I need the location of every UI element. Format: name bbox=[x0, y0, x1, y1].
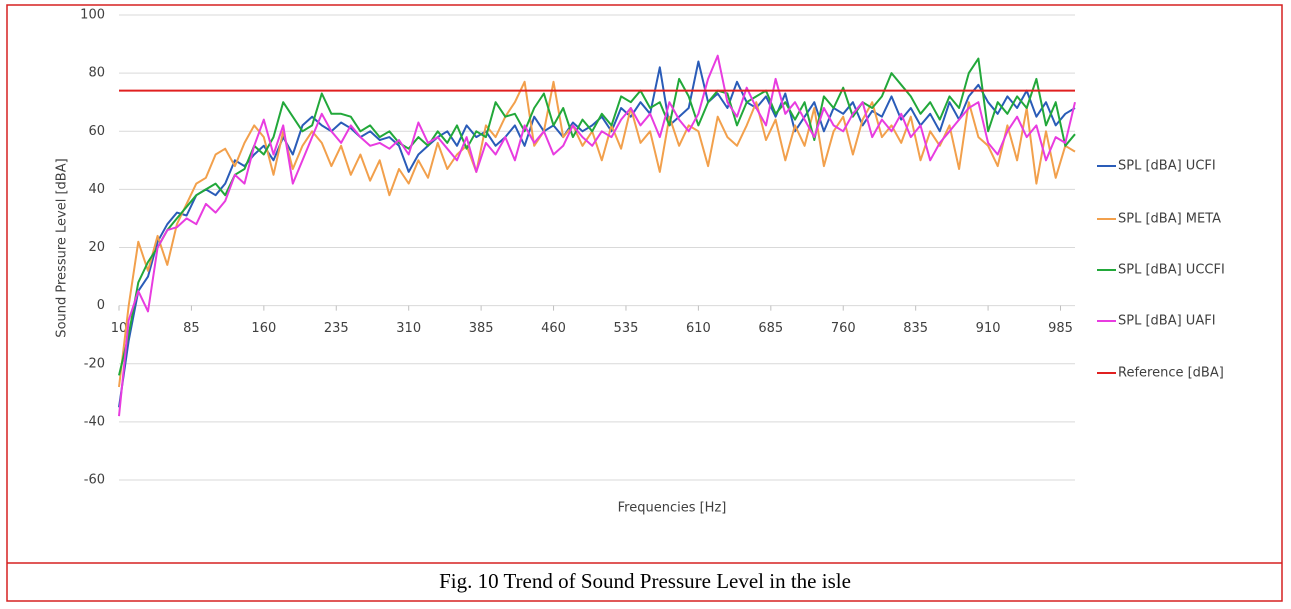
x-tick-label: 535 bbox=[614, 321, 639, 336]
y-tick-label: 100 bbox=[80, 8, 105, 23]
x-tick-label: 10 bbox=[111, 321, 128, 336]
x-tick-label: 235 bbox=[324, 321, 349, 336]
legend-label: SPL [dBA] UCFI bbox=[1118, 159, 1216, 174]
x-tick-label: 985 bbox=[1048, 321, 1073, 336]
y-axis-title: Sound Pressure Level [dBA] bbox=[55, 158, 70, 337]
y-tick-label: 20 bbox=[88, 240, 105, 255]
y-tick-label: -20 bbox=[84, 356, 105, 371]
y-tick-label: 0 bbox=[97, 298, 105, 313]
x-tick-label: 760 bbox=[831, 321, 856, 336]
x-tick-label: 310 bbox=[396, 321, 421, 336]
series-line bbox=[118, 60, 1076, 408]
y-tick-label: 80 bbox=[88, 66, 105, 81]
x-tick-label: 85 bbox=[183, 321, 200, 336]
x-tick-label: 385 bbox=[469, 321, 494, 336]
x-tick-label: 460 bbox=[541, 321, 566, 336]
plot-area: -60 -40 -20 0 20 40 60 80 100 10 85 160 235 310 385 460… bbox=[80, 8, 1225, 488]
x-tick-label: 160 bbox=[251, 321, 276, 336]
caption: Fig. 10 Trend of Sound Pressure Level in… bbox=[439, 569, 851, 593]
legend-label: SPL [dBA] UAFI bbox=[1118, 314, 1216, 329]
series-line bbox=[118, 57, 1076, 376]
series-line bbox=[118, 80, 1076, 388]
legend-label: SPL [dBA] UCCFI bbox=[1118, 263, 1225, 278]
legend-label: Reference [dBA] bbox=[1118, 366, 1224, 381]
y-tick-label: 60 bbox=[88, 124, 105, 139]
x-axis-title: Frequencies [Hz] bbox=[618, 501, 727, 516]
series-line bbox=[118, 54, 1076, 417]
x-tick-label: 910 bbox=[976, 321, 1001, 336]
legend-label: SPL [dBA] META bbox=[1118, 212, 1221, 227]
x-tick-label: 685 bbox=[758, 321, 783, 336]
y-tick-label: -60 bbox=[84, 473, 105, 488]
figure-frame bbox=[6, 4, 1283, 602]
x-tick-label: 610 bbox=[686, 321, 711, 336]
y-tick-label: -40 bbox=[84, 414, 105, 429]
x-tick-label: 835 bbox=[903, 321, 928, 336]
y-tick-label: 40 bbox=[88, 182, 105, 197]
